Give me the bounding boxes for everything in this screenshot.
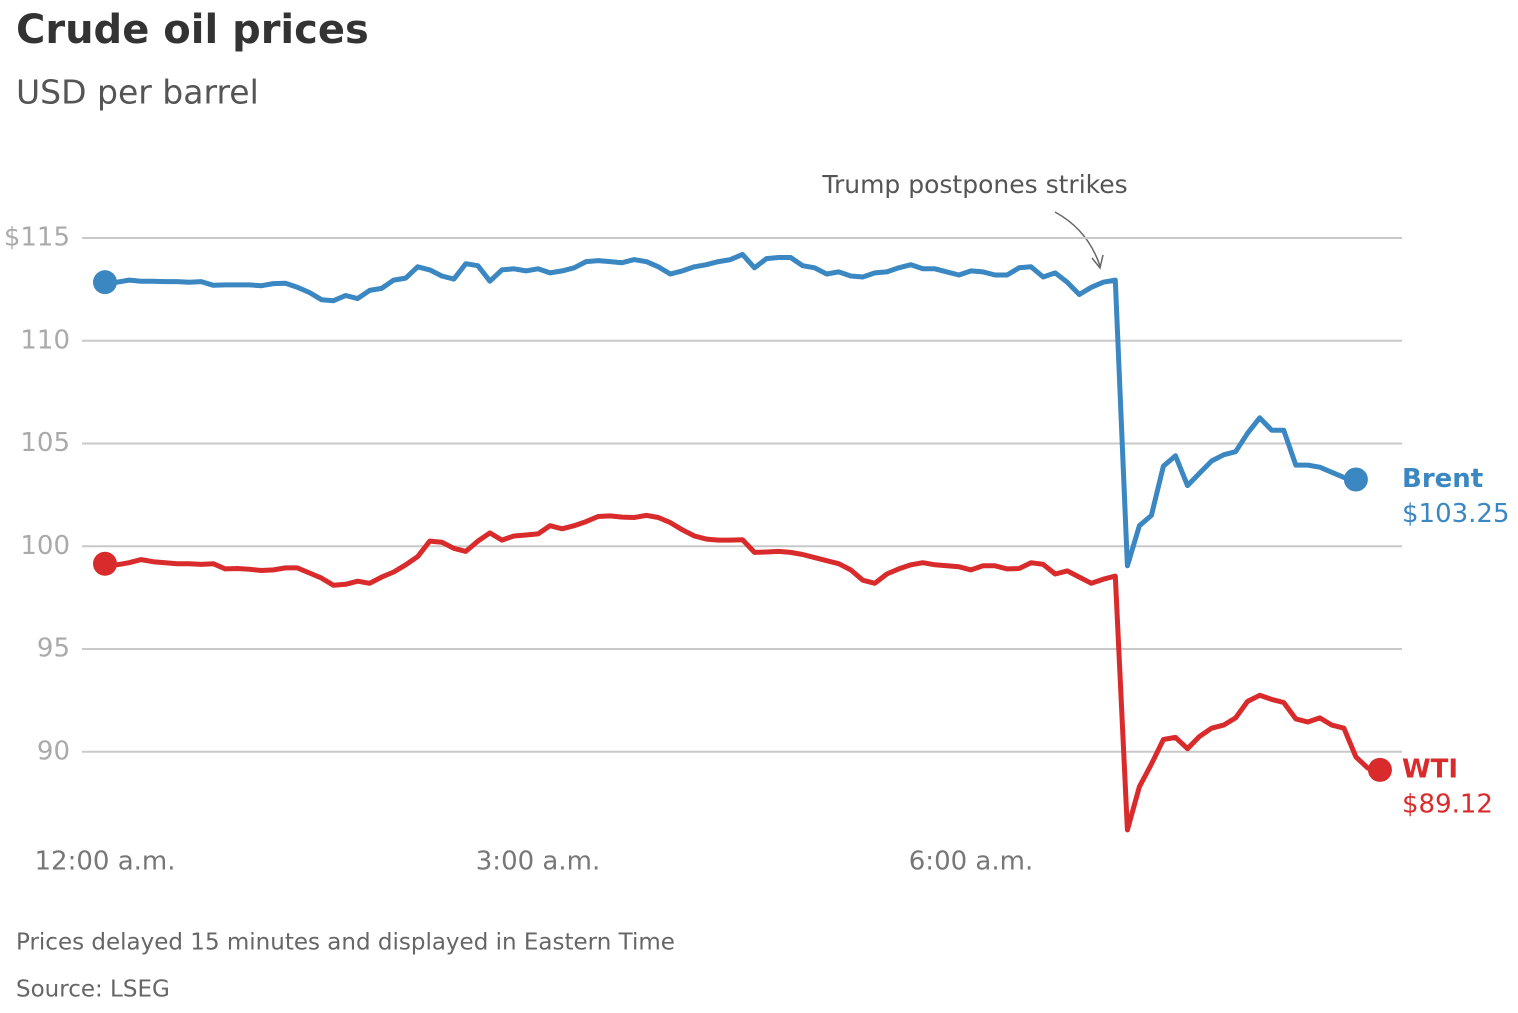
series-label: Brent — [1402, 464, 1483, 494]
x-tick-label: 3:00 a.m. — [476, 847, 600, 877]
y-tick-label: $115 — [4, 223, 70, 253]
line — [105, 251, 1357, 569]
y-tick-label: 110 — [20, 325, 70, 355]
end-dot — [93, 270, 117, 295]
x-tick-label: 6:00 a.m. — [909, 847, 1033, 877]
series-value-label: $89.12 — [1402, 789, 1493, 819]
end-dot — [93, 551, 117, 576]
chart-title: Crude oil prices — [16, 7, 369, 53]
end-dot — [1343, 467, 1368, 492]
y-tick-label: 100 — [20, 531, 70, 561]
line — [104, 512, 1381, 833]
series-value-label: $103.25 — [1402, 499, 1510, 529]
y-tick-label: 95 — [37, 634, 70, 664]
annotation-arrowhead — [1091, 254, 1104, 270]
chart-subtitle: USD per barrel — [16, 73, 259, 112]
y-tick-label: 105 — [20, 428, 70, 458]
footnote: Prices delayed 15 minutes and displayed … — [16, 930, 675, 956]
y-tick-label: 90 — [37, 736, 70, 766]
series-label: WTI — [1402, 754, 1458, 784]
end-dot — [1367, 757, 1392, 782]
annotation: Trump postpones strikes — [821, 170, 1127, 199]
x-tick-label: 12:00 a.m. — [35, 847, 176, 877]
annotation-arrow — [1054, 211, 1101, 267]
source: Source: LSEG — [16, 977, 170, 1003]
